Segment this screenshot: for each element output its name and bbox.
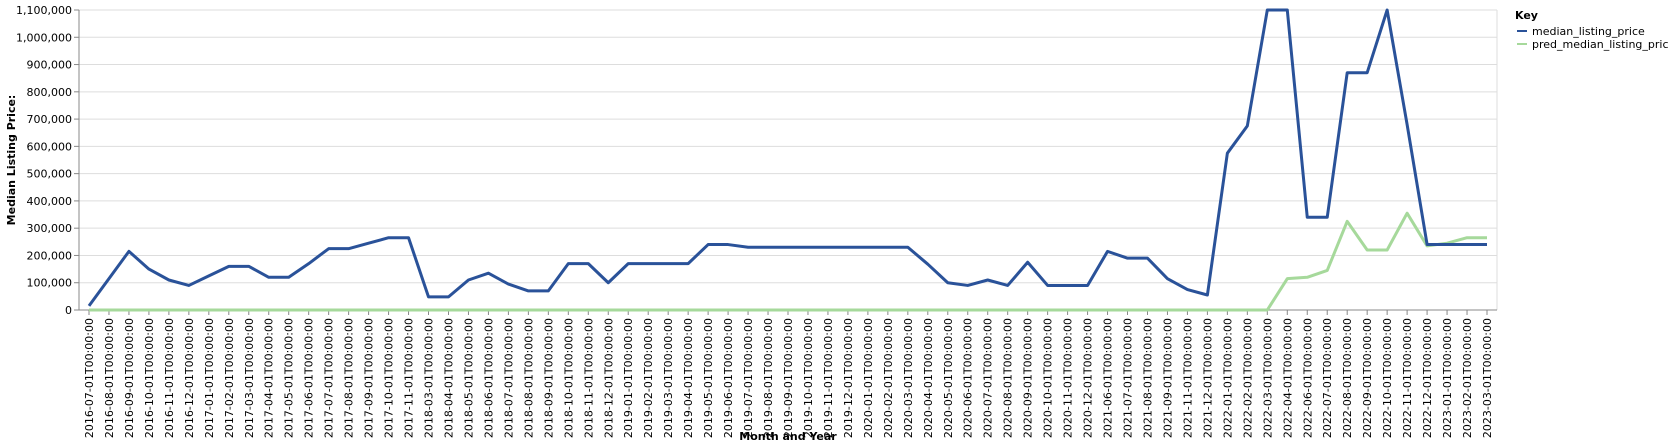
y-tick-label: 0 <box>65 304 72 317</box>
x-tick-label: 2017-08-01T00:00:00 <box>343 318 356 438</box>
y-tick-label: 500,000 <box>27 168 73 181</box>
legend-title: Key <box>1515 9 1538 22</box>
y-tick-label: 700,000 <box>27 113 73 126</box>
x-tick-label: 2018-08-01T00:00:00 <box>522 318 535 438</box>
x-tick-label: 2020-01-01T00:00:00 <box>862 318 875 438</box>
x-tick-label: 2019-10-01T00:00:00 <box>802 318 815 438</box>
x-tick-label: 2017-06-01T00:00:00 <box>303 318 316 438</box>
x-tick-label: 2019-06-01T00:00:00 <box>722 318 735 438</box>
grid <box>79 9 1498 311</box>
x-tick-label: 2018-10-01T00:00:00 <box>562 318 575 438</box>
legend-label: median_listing_price <box>1532 25 1645 38</box>
x-tick-label: 2021-07-01T00:00:00 <box>1122 318 1135 438</box>
x-tick-label: 2017-01-01T00:00:00 <box>203 318 216 438</box>
x-tick-label: 2019-04-01T00:00:00 <box>682 318 695 438</box>
x-tick-label: 2023-01-01T00:00:00 <box>1441 318 1454 438</box>
y-tick-label: 900,000 <box>27 59 73 72</box>
y-tick-label: 400,000 <box>27 195 73 208</box>
x-tick-label: 2016-09-01T00:00:00 <box>123 318 136 438</box>
x-tick-label: 2016-12-01T00:00:00 <box>183 318 196 438</box>
x-tick-label: 2022-03-01T00:00:00 <box>1261 318 1274 438</box>
x-tick-label: 2020-04-01T00:00:00 <box>922 318 935 438</box>
x-tick-label: 2019-03-01T00:00:00 <box>662 318 675 438</box>
legend-items: median_listing_pricepred_median_listing_… <box>1517 25 1668 51</box>
x-tick-label: 2018-09-01T00:00:00 <box>542 318 555 438</box>
x-tick-label: 2018-03-01T00:00:00 <box>423 318 436 438</box>
y-tick-label: 1,100,000 <box>16 4 72 17</box>
x-tick-label: 2020-07-01T00:00:00 <box>982 318 995 438</box>
x-tick-label: 2022-04-01T00:00:00 <box>1281 318 1294 438</box>
x-tick-label: 2019-02-01T00:00:00 <box>642 318 655 438</box>
x-tick-label: 2020-08-01T00:00:00 <box>1002 318 1015 438</box>
x-tick-label: 2016-08-01T00:00:00 <box>103 318 116 438</box>
x-tick-label: 2020-12-01T00:00:00 <box>1082 318 1095 438</box>
x-tick-label: 2023-02-01T00:00:00 <box>1461 318 1474 438</box>
x-tick-label: 2018-04-01T00:00:00 <box>442 318 455 438</box>
x-tick-label: 2019-11-01T00:00:00 <box>822 318 835 438</box>
x-tick-label: 2017-02-01T00:00:00 <box>223 318 236 438</box>
x-tick-label: 2023-03-01T00:00:00 <box>1481 318 1494 438</box>
x-tick-label: 2017-07-01T00:00:00 <box>323 318 336 438</box>
x-tick-label: 2017-03-01T00:00:00 <box>243 318 256 438</box>
x-tick-label: 2016-10-01T00:00:00 <box>143 318 156 438</box>
y-axis: 0 100,000 200,000 300,000 400,000 500,000 600,… <box>16 4 80 317</box>
x-tick-label: 2021-09-01T00:00:00 <box>1161 318 1174 438</box>
x-tick-label: 2022-09-01T00:00:00 <box>1361 318 1374 438</box>
x-tick-label: 2019-12-01T00:00:00 <box>842 318 855 438</box>
x-tick-label: 2022-06-01T00:00:00 <box>1301 318 1314 438</box>
x-tick-label: 2020-05-01T00:00:00 <box>942 318 955 438</box>
y-tick-label: 600,000 <box>27 140 73 153</box>
x-tick-label: 2022-07-01T00:00:00 <box>1321 318 1334 438</box>
x-tick-label: 2022-01-01T00:00:00 <box>1221 318 1234 438</box>
x-tick-label: 2017-11-01T00:00:00 <box>403 318 416 438</box>
x-tick-label: 2022-12-01T00:00:00 <box>1421 318 1434 438</box>
x-tick-label: 2017-09-01T00:00:00 <box>363 318 376 438</box>
x-tick-label: 2019-09-01T00:00:00 <box>782 318 795 438</box>
x-tick-label: 2019-07-01T00:00:00 <box>742 318 755 438</box>
x-tick-label: 2018-12-01T00:00:00 <box>602 318 615 438</box>
x-tick-label: 2022-02-01T00:00:00 <box>1241 318 1254 438</box>
x-tick-label: 2022-11-01T00:00:00 <box>1401 318 1414 438</box>
x-tick-label: 2020-06-01T00:00:00 <box>962 318 975 438</box>
x-tick-label: 2020-03-01T00:00:00 <box>902 318 915 438</box>
series-line-median_listing_price <box>87 8 1487 307</box>
x-tick-label: 2020-02-01T00:00:00 <box>882 318 895 438</box>
y-tick-label: 200,000 <box>27 249 73 262</box>
x-tick-label: 2020-10-01T00:00:00 <box>1042 318 1055 438</box>
x-tick-label: 2019-05-01T00:00:00 <box>702 318 715 438</box>
x-tick-label: 2017-04-01T00:00:00 <box>263 318 276 438</box>
x-tick-label: 2018-07-01T00:00:00 <box>502 318 515 438</box>
y-tick-label: 300,000 <box>27 222 73 235</box>
x-tick-label: 2020-11-01T00:00:00 <box>1062 318 1075 438</box>
x-tick-label: 2022-08-01T00:00:00 <box>1341 318 1354 438</box>
x-tick-label: 2019-08-01T00:00:00 <box>762 318 775 438</box>
x-tick-label: 2020-09-01T00:00:00 <box>1022 318 1035 438</box>
x-tick-label: 2021-06-01T00:00:00 <box>1102 318 1115 438</box>
y-tick-label: 800,000 <box>27 86 73 99</box>
x-tick-label: 2022-10-01T00:00:00 <box>1381 318 1394 438</box>
series-lines <box>87 8 1488 312</box>
x-tick-label: 2019-01-01T00:00:00 <box>622 318 635 438</box>
x-tick-label: 2018-05-01T00:00:00 <box>462 318 475 438</box>
legend: Key median_listing_pricepred_median_list… <box>1515 9 1668 51</box>
x-tick-label: 2021-08-01T00:00:00 <box>1141 318 1154 438</box>
y-tick-label: 100,000 <box>27 277 73 290</box>
y-tick-label: 1,000,000 <box>16 31 72 44</box>
x-tick-label: 2021-12-01T00:00:00 <box>1201 318 1214 438</box>
x-tick-label: 2016-11-01T00:00:00 <box>163 318 176 438</box>
x-tick-label: 2016-07-01T00:00:00 <box>83 318 96 438</box>
x-axis: 2016-07-01T00:00:00 2016-08-01T00:00:00 20… <box>79 309 1497 438</box>
x-tick-label: 2017-05-01T00:00:00 <box>283 318 296 438</box>
y-axis-title: Median Listing Price: <box>5 95 18 226</box>
legend-label: pred_median_listing_price <box>1532 38 1668 51</box>
x-tick-label: 2021-11-01T00:00:00 <box>1181 318 1194 438</box>
x-axis-title: Month and Year <box>739 430 837 443</box>
x-tick-label: 2018-06-01T00:00:00 <box>482 318 495 438</box>
x-tick-label: 2018-11-01T00:00:00 <box>582 318 595 438</box>
x-tick-label: 2017-10-01T00:00:00 <box>383 318 396 438</box>
